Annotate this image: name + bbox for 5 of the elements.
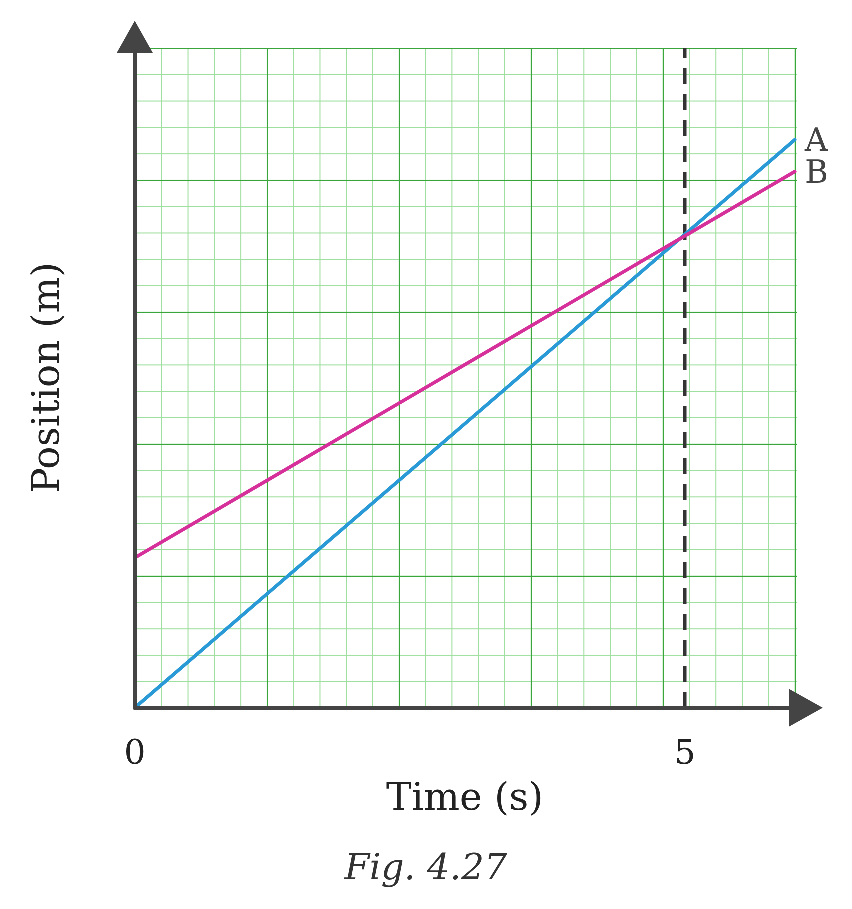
x-tick-label: 5 [674, 733, 696, 773]
text: Fig. 4.27 [344, 848, 508, 888]
y-axis-title: Position (m) [24, 262, 68, 494]
x-tick-label: 0 [124, 733, 146, 773]
x-axis-title: Time (s) [386, 775, 544, 819]
